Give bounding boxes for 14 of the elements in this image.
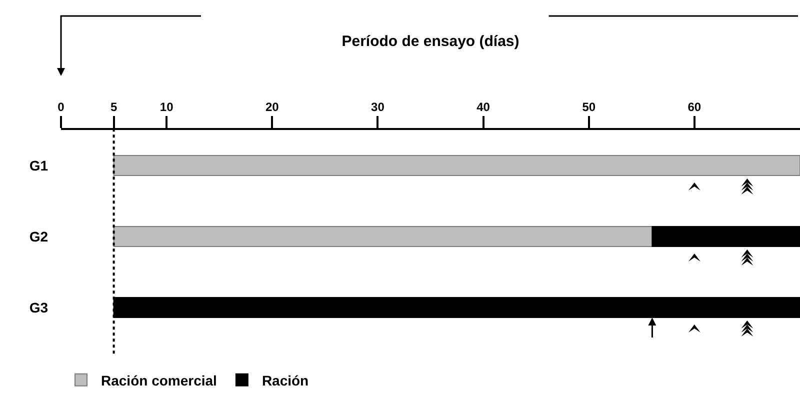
y-tick-label: G1 <box>29 157 48 174</box>
x-tick-label: 50 <box>582 100 596 114</box>
x-tick-label: 60 <box>688 100 702 114</box>
x-tick-label: 30 <box>371 100 385 114</box>
x-axis-title: Período de ensayo (días) <box>342 32 520 50</box>
legend-label: Ración <box>262 372 309 388</box>
y-tick-label: G2 <box>29 228 48 244</box>
x-tick-label: 40 <box>476 100 490 114</box>
x-tick-label: 10 <box>160 100 174 114</box>
x-tick-label: 5 <box>110 100 118 114</box>
x-tick-label: 20 <box>265 100 280 114</box>
x-tick-label: 0 <box>58 100 65 114</box>
y-tick-label: G3 <box>29 299 48 316</box>
legend-label: Ración comercial <box>101 372 217 388</box>
